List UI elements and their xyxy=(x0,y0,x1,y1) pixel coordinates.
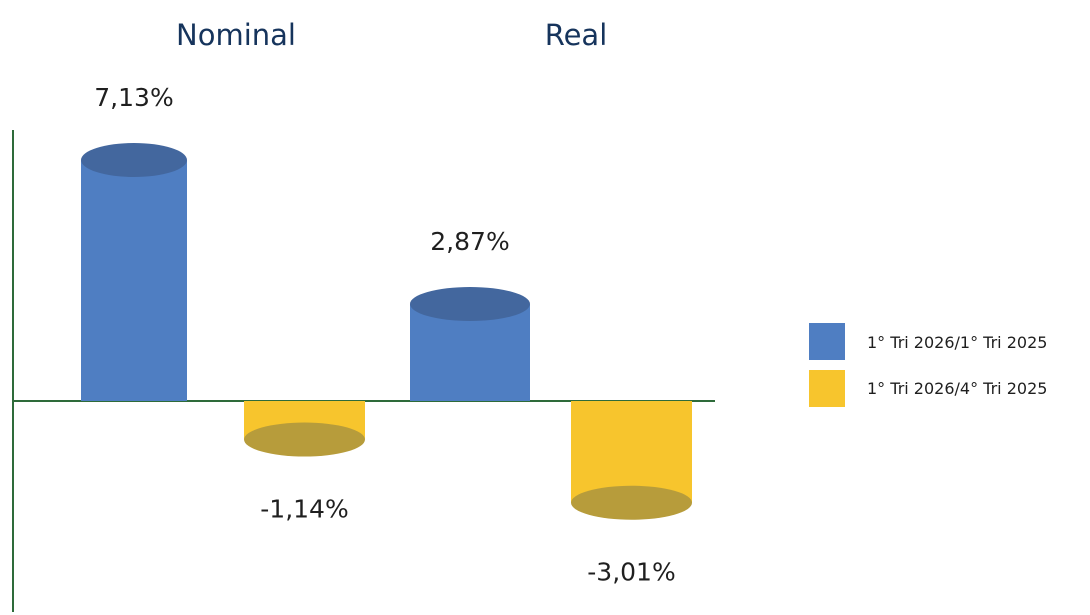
legend-swatch-series-1 xyxy=(809,323,845,360)
value-label-2-real: -3,01% xyxy=(587,558,675,587)
category-label-real: Real xyxy=(545,18,608,52)
legend: 1° Tri 2026/1° Tri 2025 1° Tri 2026/4° T… xyxy=(809,323,1047,407)
bars xyxy=(81,143,692,520)
bar-cap xyxy=(571,485,692,520)
legend-swatch-series-2 xyxy=(809,370,845,407)
value-labels: 7,13% 2,87% -1,14% -3,01% xyxy=(94,83,675,587)
bar-cap xyxy=(244,422,365,457)
bar-body xyxy=(81,160,187,401)
bar-1-real xyxy=(410,286,530,401)
category-labels: Nominal Real xyxy=(176,18,607,52)
value-label-2-nominal: -1,14% xyxy=(260,495,348,524)
legend-label-series-2: 1° Tri 2026/4° Tri 2025 xyxy=(867,379,1047,398)
value-label-1-real: 2,87% xyxy=(430,227,509,256)
value-label-1-nominal: 7,13% xyxy=(94,83,173,112)
bar-cap xyxy=(410,286,530,321)
legend-label-series-1: 1° Tri 2026/1° Tri 2025 xyxy=(867,333,1047,352)
bar-2-nominal xyxy=(244,401,365,457)
bar-cap xyxy=(81,143,187,178)
bar-2-real xyxy=(571,401,692,520)
category-label-nominal: Nominal xyxy=(176,18,296,52)
bar-1-nominal xyxy=(81,143,187,401)
